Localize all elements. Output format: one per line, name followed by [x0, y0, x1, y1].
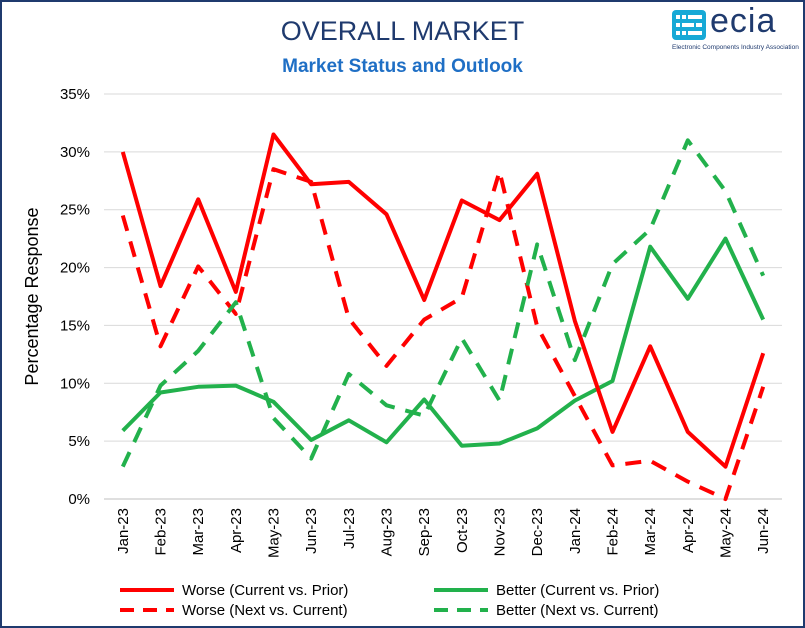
legend-label: Better (Next vs. Current) [496, 602, 659, 619]
legend: Worse (Current vs. Prior) Better (Current… [120, 582, 659, 619]
series-line-2 [121, 236, 766, 448]
x-tick-label: Apr-24 [680, 508, 697, 553]
legend-label: Worse (Next vs. Current) [182, 602, 348, 619]
y-tick-label: 20% [60, 260, 90, 277]
x-tick-label: Jun-24 [755, 508, 772, 554]
x-tick-label: Mar-23 [190, 508, 207, 556]
y-tick-label: 30% [60, 144, 90, 161]
y-tick-label: 15% [60, 317, 90, 334]
y-axis-label: Percentage Response [22, 207, 42, 385]
x-tick-label: May-23 [266, 508, 283, 558]
ecia-logo-mark [672, 10, 706, 40]
y-tick-label: 25% [60, 202, 90, 219]
series-line-3 [120, 167, 766, 501]
x-tick-label: Jul-23 [341, 508, 358, 549]
ecia-logo-tagline: Electronic Components Industry Associati… [672, 44, 799, 51]
x-tick-label: Dec-23 [529, 508, 546, 556]
series-line-1 [120, 132, 766, 469]
x-tick-label: Aug-23 [379, 508, 396, 556]
x-tick-label: Sep-23 [416, 508, 433, 556]
x-tick-label: Jun-23 [303, 508, 320, 554]
x-tick-label: May-24 [718, 508, 735, 558]
x-tick-label: Jan-24 [567, 508, 584, 554]
y-tick-label: 0% [68, 491, 90, 508]
x-tick-label: Feb-24 [605, 508, 622, 556]
x-tick-label: Jan-23 [115, 508, 132, 554]
x-tick-label: Apr-23 [228, 508, 245, 553]
x-tick-label: Nov-23 [492, 508, 509, 556]
chart-title: OVERALL MARKET [280, 16, 525, 46]
x-tick-labels: Jan-23 Feb-23 Mar-23 Apr-23 May-23 Jun-23 Jul-… [115, 508, 772, 558]
ecia-logo: ecia Electronic Components Industry Asso… [672, 2, 799, 54]
x-tick-label: Mar-24 [642, 508, 659, 556]
y-tick-label: 5% [68, 433, 90, 450]
legend-label: Better (Current vs. Prior) [496, 582, 659, 599]
chart-subtitle: Market Status and Outlook [282, 56, 523, 77]
y-tick-label: 10% [60, 375, 90, 392]
ecia-logo-wordmark: ecia [710, 2, 777, 40]
series-lines [120, 132, 766, 501]
legend-label: Worse (Current vs. Prior) [182, 582, 348, 599]
series-line-4 [120, 138, 766, 468]
x-tick-label: Feb-23 [153, 508, 170, 556]
x-tick-label: Oct-23 [454, 508, 471, 553]
y-tick-labels: 0% 5% 10% 15% 20% 25% 30% 35% [60, 86, 90, 508]
y-tick-label: 35% [60, 86, 90, 103]
grid-lines [104, 93, 782, 442]
